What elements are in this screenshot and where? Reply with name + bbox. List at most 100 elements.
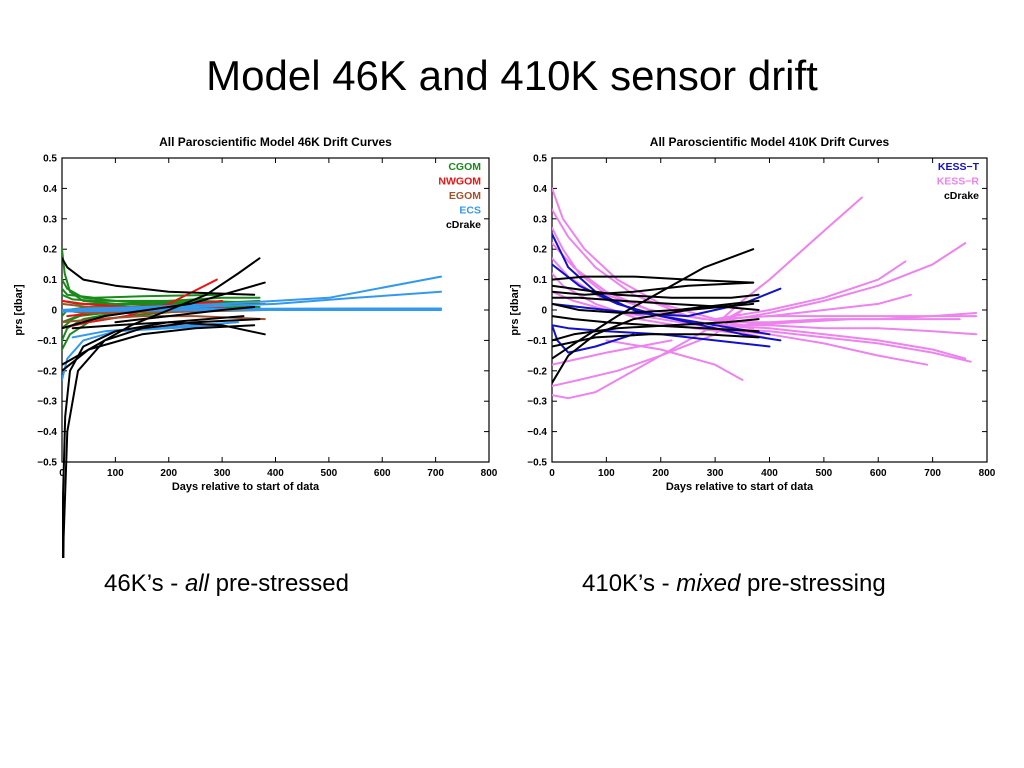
chart-410k-series-cdrake-35 bbox=[552, 333, 760, 348]
chart-46k-ytick-label: −0.5 bbox=[37, 458, 57, 469]
chart-46k-ylabel: prs [dbar] bbox=[13, 284, 25, 336]
chart-410k-ytick-label: −0.1 bbox=[527, 336, 547, 347]
chart-410k-ytick-label: 0.1 bbox=[533, 275, 547, 286]
chart-46k-legend-nwgom: NWGOM bbox=[438, 176, 481, 188]
chart-46k-ytick-label: −0.2 bbox=[37, 366, 57, 377]
chart-410k-legend-cdrake: cDrake bbox=[944, 190, 979, 202]
chart-46k-ytick-label: 0.2 bbox=[43, 245, 57, 256]
chart-410k-ytick-label: 0.3 bbox=[533, 214, 547, 225]
chart-46k-xlabel: Days relative to start of data bbox=[172, 481, 320, 493]
chart-46k-series-cgom-1 bbox=[62, 278, 261, 305]
chart-410k-series-cdrake-29 bbox=[552, 284, 760, 299]
chart-410k-series-kess-t-22 bbox=[552, 233, 782, 342]
chart-410k: All Paroscientific Model 410K Drift Curv… bbox=[496, 128, 996, 558]
chart-46k-xtick-label: 600 bbox=[374, 468, 391, 479]
chart-410k-series-kess-r-7 bbox=[552, 309, 744, 400]
chart-410k-title: All Paroscientific Model 410K Drift Curv… bbox=[650, 135, 890, 149]
chart-46k-series-group bbox=[62, 248, 442, 558]
chart-46k-series-cgom-2 bbox=[62, 293, 256, 304]
caption-410k-prefix: 410K’s - bbox=[582, 570, 677, 597]
chart-410k-series-kess-r-13 bbox=[714, 260, 907, 321]
chart-410k-series-kess-t-23 bbox=[552, 263, 771, 336]
chart-46k-series-cdrake-24 bbox=[62, 257, 256, 296]
chart-46k-series-cdrake-26 bbox=[62, 281, 266, 330]
caption-46k-suffix: pre-stressed bbox=[208, 570, 350, 597]
chart-410k-ytick-label: −0.4 bbox=[527, 427, 547, 438]
caption-46k-prefix: 46K’s - bbox=[104, 570, 185, 597]
chart-46k-legend-cgom: CGOM bbox=[448, 161, 481, 173]
chart-410k-xtick-label: 0 bbox=[549, 468, 555, 479]
chart-410k-series-cdrake-32 bbox=[552, 318, 760, 342]
caption-46k: 46K’s - all pre-stressed bbox=[104, 570, 349, 598]
chart-410k-ytick-label: −0.5 bbox=[527, 458, 547, 469]
chart-46k-legend-ecs: ECS bbox=[459, 205, 481, 217]
chart-410k-series-cdrake-33 bbox=[552, 302, 755, 384]
chart-410k-xlabel: Days relative to start of data bbox=[666, 481, 814, 493]
chart-46k-ytick-label: 0.4 bbox=[43, 184, 57, 195]
chart-46k-title: All Paroscientific Model 46K Drift Curve… bbox=[159, 135, 392, 149]
chart-46k-xtick-label: 200 bbox=[160, 468, 177, 479]
chart-410k-ytick-label: 0 bbox=[541, 306, 547, 317]
chart-410k-series-group bbox=[552, 187, 978, 400]
chart-410k-xtick-label: 100 bbox=[598, 468, 615, 479]
chart-410k-xtick-label: 200 bbox=[652, 468, 669, 479]
chart-410k-series-kess-r-12 bbox=[714, 242, 967, 324]
chart-46k-series-cdrake-25 bbox=[62, 257, 261, 366]
chart-46k-ytick-label: 0.3 bbox=[43, 214, 57, 225]
chart-46k-ytick-label: −0.1 bbox=[37, 336, 57, 347]
chart-46k-legend-egom: EGOM bbox=[449, 190, 481, 202]
chart-46k-series-cdrake-22 bbox=[62, 318, 261, 558]
chart-46k-xtick-label: 300 bbox=[214, 468, 231, 479]
chart-410k-xtick-label: 300 bbox=[707, 468, 724, 479]
chart-410k-svg: All Paroscientific Model 410K Drift Curv… bbox=[509, 135, 996, 493]
chart-410k-xtick-label: 400 bbox=[761, 468, 778, 479]
chart-410k-ytick-label: 0.4 bbox=[533, 184, 547, 195]
chart-46k-series-cgom-8 bbox=[62, 287, 224, 299]
chart-410k-ytick-label: −0.3 bbox=[527, 397, 547, 408]
chart-46k-xtick-label: 500 bbox=[321, 468, 338, 479]
chart-46k-ytick-label: 0.5 bbox=[43, 154, 57, 165]
chart-46k-series-cdrake-28 bbox=[62, 324, 256, 372]
chart-410k-xtick-label: 600 bbox=[870, 468, 887, 479]
chart-46k-xtick-label: 800 bbox=[481, 468, 498, 479]
chart-410k-ylabel: prs [dbar] bbox=[509, 284, 521, 336]
caption-410k-emphasis: mixed bbox=[676, 570, 741, 597]
chart-46k-ytick-label: −0.3 bbox=[37, 397, 57, 408]
caption-410k: 410K’s - mixed pre-stressing bbox=[582, 570, 886, 598]
chart-410k-series-cdrake-30 bbox=[552, 296, 760, 311]
chart-410k-series-kess-r-17 bbox=[714, 327, 972, 363]
caption-46k-emphasis: all bbox=[184, 570, 209, 597]
chart-410k-series-kess-r-18 bbox=[714, 324, 967, 360]
chart-46k-series-egom-13 bbox=[62, 315, 266, 324]
chart-46k-ytick-label: −0.4 bbox=[37, 427, 57, 438]
chart-46k-series-ecs-19 bbox=[62, 307, 442, 311]
chart-46k-xtick-label: 400 bbox=[267, 468, 284, 479]
chart-410k-series-kess-t-24 bbox=[552, 324, 771, 348]
chart-46k-ytick-label: 0.1 bbox=[43, 275, 57, 286]
chart-410k-series-kess-r-20 bbox=[714, 315, 978, 321]
chart-46k-series-cdrake-29 bbox=[114, 306, 256, 324]
chart-410k-legend-kess-t: KESS−T bbox=[938, 161, 980, 173]
chart-46k: All Paroscientific Model 46K Drift Curve… bbox=[0, 128, 500, 558]
chart-46k-svg: All Paroscientific Model 46K Drift Curve… bbox=[13, 135, 498, 558]
chart-410k-xtick-label: 800 bbox=[979, 468, 996, 479]
chart-410k-series-cdrake-28 bbox=[552, 275, 755, 284]
chart-410k-xtick-label: 500 bbox=[816, 468, 833, 479]
slide-title: Model 46K and 410K sensor drift bbox=[206, 52, 818, 99]
caption-410k-suffix: pre-stressing bbox=[740, 570, 886, 597]
chart-410k-series-cdrake-27 bbox=[552, 248, 755, 360]
chart-46k-xtick-label: 0 bbox=[59, 468, 65, 479]
chart-410k-ytick-label: −0.2 bbox=[527, 366, 547, 377]
chart-410k-series-kess-t-26 bbox=[552, 324, 635, 354]
chart-410k-series-kess-r-10 bbox=[605, 339, 744, 381]
chart-410k-series-kess-r-21 bbox=[741, 318, 961, 327]
chart-46k-xtick-label: 100 bbox=[107, 468, 124, 479]
chart-46k-series-nwgom-10 bbox=[62, 278, 218, 330]
chart-46k-legend-cdrake: cDrake bbox=[446, 219, 481, 231]
chart-410k-series-cdrake-31 bbox=[552, 315, 760, 333]
chart-410k-legend-kess-r: KESS−R bbox=[937, 176, 980, 188]
chart-410k-series-cdrake-36 bbox=[552, 299, 760, 314]
chart-410k-series-kess-r-9 bbox=[552, 339, 673, 366]
chart-410k-ytick-label: 0.5 bbox=[533, 154, 547, 165]
chart-46k-ytick-label: 0 bbox=[51, 306, 57, 317]
